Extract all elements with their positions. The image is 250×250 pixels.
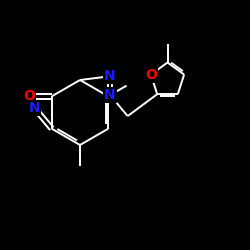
Text: N: N [104,88,116,102]
Text: N: N [28,101,40,115]
Text: N: N [104,69,116,83]
Text: O: O [24,89,35,103]
Text: O: O [145,68,157,82]
